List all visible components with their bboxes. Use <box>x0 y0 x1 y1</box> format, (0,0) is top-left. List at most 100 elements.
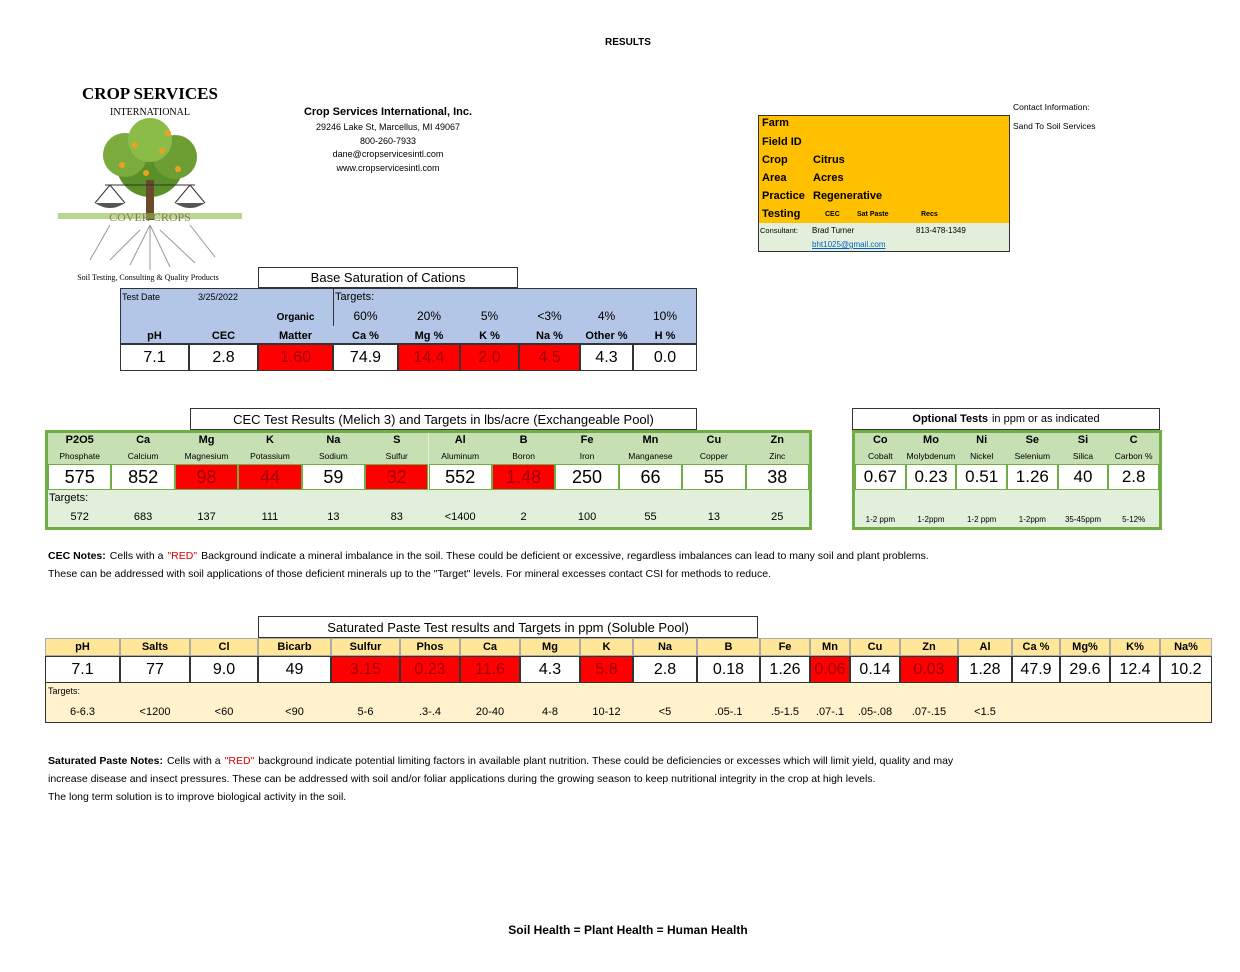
cec-target: 25 <box>771 511 784 523</box>
sat-target: <90 <box>285 706 304 718</box>
column-header: H % <box>654 329 676 342</box>
sat-target: .5-1.5 <box>770 706 800 718</box>
sat-value: 4.3 <box>520 656 580 683</box>
column-header: Na % <box>536 329 563 342</box>
company-line: www.cropservicesintl.com <box>336 162 440 173</box>
cec-name: Phosphate <box>48 447 112 464</box>
footer: Soil Health = Plant Health = Human Healt… <box>508 923 748 937</box>
sat-value: 0.18 <box>697 656 760 683</box>
sat-target: 4-8 <box>542 706 558 718</box>
sat-title: Saturated Paste Test results and Targets… <box>258 616 758 638</box>
column-header: Other % <box>585 329 628 342</box>
sat-header: Al <box>958 638 1012 656</box>
targets-label: Targets: <box>335 291 375 303</box>
cec-target: <1400 <box>444 511 476 523</box>
cec-name: Calcium <box>111 447 175 464</box>
sat-target: .05-.1 <box>714 706 743 718</box>
optional-target: 1-2 ppm <box>865 514 895 524</box>
sat-header: Ca <box>460 638 520 656</box>
cec-value: 552 <box>428 464 492 490</box>
test-date: 3/25/2022 <box>198 292 239 302</box>
sat-target: <1.5 <box>974 706 996 718</box>
cec-value: 66 <box>618 464 683 490</box>
column-value: 7.1 <box>120 344 189 371</box>
optional-name: Nickel <box>956 447 1007 464</box>
optional-value: 0.51 <box>956 464 1007 490</box>
sat-header: Phos <box>400 638 460 656</box>
sat-value: 0.06 <box>810 656 850 683</box>
sat-value: 12.4 <box>1110 656 1160 683</box>
column-target: 5% <box>480 309 499 323</box>
note-highlight: "RED" <box>167 550 198 562</box>
column-target: 4% <box>597 309 616 323</box>
note-text: background indicate potential limiting f… <box>258 755 954 767</box>
company-line: 29246 Lake St, Marcellus, MI 49067 <box>315 122 461 132</box>
sat-value: 5.8 <box>580 656 633 683</box>
optional-title-part: Optional Tests <box>912 413 988 425</box>
sat-targets-label: Targets: <box>48 686 81 696</box>
cec-target: 55 <box>644 511 657 523</box>
company-name: Crop Services International, Inc. <box>303 106 473 118</box>
consultant-label: Consultant: <box>760 226 798 235</box>
sat-value: 9.0 <box>190 656 258 683</box>
cec-symbol: Cu <box>682 433 746 447</box>
farm-option: CEC <box>825 211 840 218</box>
sat-header: Salts <box>120 638 190 656</box>
sat-value: 0.23 <box>400 656 460 683</box>
optional-target: 1-2ppm <box>917 514 945 524</box>
cec-symbol: Na <box>301 433 366 447</box>
sat-value: 10.2 <box>1160 656 1212 683</box>
cec-name: Iron <box>555 447 619 464</box>
cec-name: Boron <box>491 447 556 464</box>
sat-target: .07-.15 <box>911 706 947 718</box>
sat-header: Na% <box>1160 638 1212 656</box>
optional-name: Silica <box>1057 447 1109 464</box>
sat-header: Mg <box>520 638 580 656</box>
optional-symbol: Mo <box>905 433 957 447</box>
optional-value: 1.26 <box>1007 464 1058 490</box>
cec-target: 683 <box>133 511 153 523</box>
farm-value: Regenerative <box>813 190 883 202</box>
cec-value: 44 <box>238 464 302 490</box>
sat-target: 5-6 <box>357 706 374 718</box>
consultant-phone: 813-478-1349 <box>916 226 966 235</box>
cec-value: 59 <box>301 464 366 490</box>
note-text: These can be addressed with soil applica… <box>48 568 771 580</box>
optional-value: 40 <box>1057 464 1109 490</box>
cec-target: 572 <box>70 511 89 523</box>
sat-target: .07-.1 <box>815 706 845 718</box>
optional-target: 35-45ppm <box>1064 514 1101 524</box>
optional-name: Carbon % <box>1108 447 1159 464</box>
column-target: <3% <box>537 309 562 323</box>
sat-target: <5 <box>658 706 672 718</box>
targets-divider <box>333 288 697 326</box>
optional-name: Cobalt <box>855 447 906 464</box>
optional-symbol: Si <box>1057 433 1109 447</box>
sat-value: 2.8 <box>633 656 697 683</box>
sat-value: 29.6 <box>1060 656 1110 683</box>
sat-header: Ca % <box>1012 638 1060 656</box>
column-pre: Organic <box>276 311 315 323</box>
farm-fill <box>759 116 1009 223</box>
sat-value: 1.26 <box>760 656 810 683</box>
tree <box>58 118 242 270</box>
logo-name: CROP SERVICES <box>82 85 218 103</box>
cec-name: Zinc <box>745 447 809 464</box>
column-value: 0.0 <box>633 344 697 371</box>
sat-header: K% <box>1110 638 1160 656</box>
optional-symbol: C <box>1108 433 1159 447</box>
page-title: RESULTS <box>605 37 651 48</box>
farm-label: Crop <box>762 154 788 166</box>
optional-value: 0.23 <box>905 464 957 490</box>
consultant-email: bht1025@gmail.com <box>812 240 886 249</box>
optional-symbol: Ni <box>956 433 1007 447</box>
cec-symbol: Mg <box>174 433 239 447</box>
optional-target: 5-12% <box>1122 514 1146 524</box>
column-target: 10% <box>652 309 678 323</box>
cec-symbol: P2O5 <box>48 433 112 447</box>
note-text: increase disease and insect pressures. T… <box>48 773 876 785</box>
column-value: 74.9 <box>333 344 398 371</box>
cec-value: 852 <box>111 464 175 490</box>
farm-label: Farm <box>762 117 789 129</box>
optional-value: 0.67 <box>855 464 906 490</box>
